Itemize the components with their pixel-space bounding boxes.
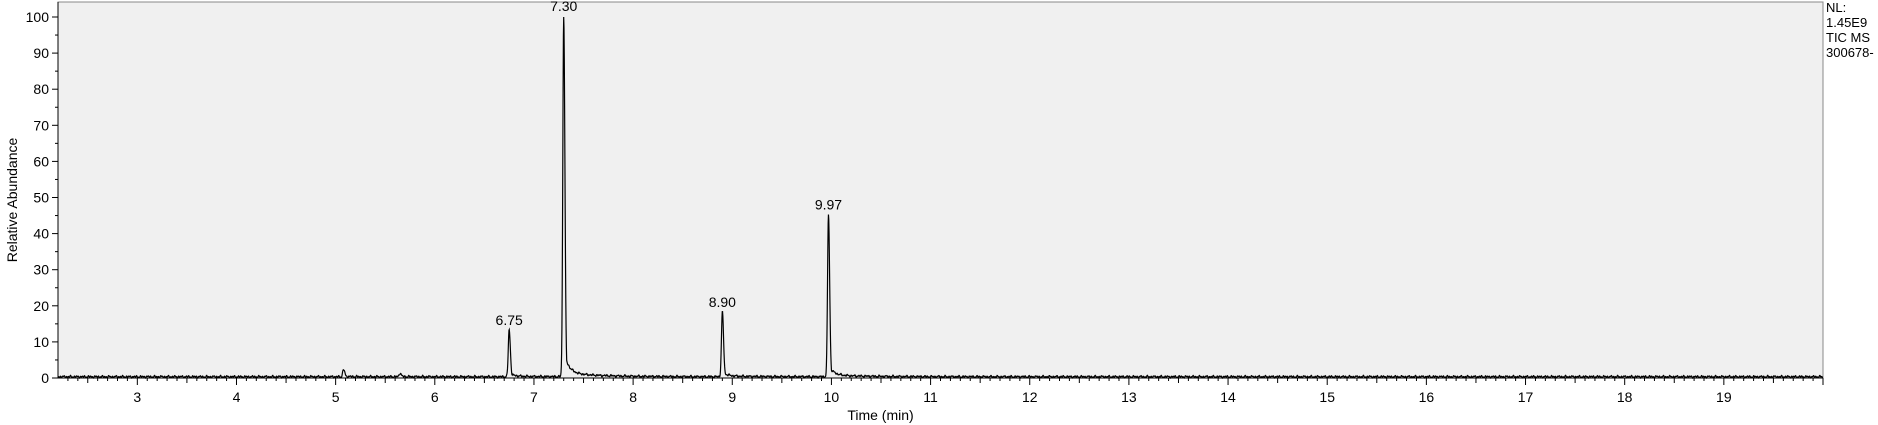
x-tick-label: 9 — [728, 389, 736, 405]
y-tick-label: 20 — [33, 298, 49, 314]
y-tick-label: 30 — [33, 262, 49, 278]
plot-area — [57, 1, 1824, 379]
x-tick-label: 18 — [1617, 389, 1633, 405]
y-tick-label: 100 — [26, 9, 50, 25]
y-axis: 0 10 20 30 40 50 60 70 80 90 100 — [26, 2, 59, 386]
y-tick-label: 50 — [33, 190, 49, 206]
y-tick-label: 70 — [33, 117, 49, 133]
x-tick-label: 15 — [1319, 389, 1335, 405]
x-tick-label: 6 — [431, 389, 439, 405]
y-axis-title: Relative Abundance — [4, 138, 20, 263]
y-tick-label: 40 — [33, 226, 49, 242]
peak-labels: 6.75 7.30 8.90 9.97 — [496, 0, 843, 328]
peak-label: 9.97 — [815, 197, 842, 213]
y-tick-label: 60 — [33, 153, 49, 169]
x-tick-label: 13 — [1121, 389, 1137, 405]
peak-label: 7.30 — [550, 0, 577, 14]
y-tick-label: 10 — [33, 334, 49, 350]
x-axis: 3 4 5 6 7 8 9 10 11 12 13 14 15 16 17 18 19 — [58, 377, 1824, 405]
x-tick-label: 5 — [332, 389, 340, 405]
x-tick-label: 4 — [233, 389, 241, 405]
x-tick-label: 11 — [923, 389, 938, 405]
nl-label: NL: — [1826, 0, 1847, 15]
x-tick-label: 19 — [1716, 389, 1732, 405]
x-axis-title: Time (min) — [847, 407, 913, 423]
scan-type: TIC MS — [1826, 30, 1871, 45]
y-tick-label: 90 — [33, 45, 49, 61]
x-tick-label: 14 — [1220, 389, 1236, 405]
x-tick-label: 3 — [133, 389, 141, 405]
file-id: 300678- — [1826, 45, 1874, 60]
x-tick-label: 12 — [1022, 389, 1038, 405]
tic-trace-line — [57, 16, 1824, 380]
x-tick-label: 7 — [530, 389, 538, 405]
x-tick-label: 10 — [824, 389, 840, 405]
x-tick-label: 17 — [1518, 389, 1534, 405]
y-tick-label: 0 — [41, 370, 49, 386]
peak-label: 6.75 — [496, 312, 523, 328]
nl-value: 1.45E9 — [1826, 15, 1868, 30]
x-tick-label: 16 — [1419, 389, 1435, 405]
info-panel: NL: 1.45E9 TIC MS 300678- — [1826, 0, 1874, 60]
x-tick-label: 8 — [629, 389, 637, 405]
peak-label: 8.90 — [709, 294, 736, 310]
y-tick-label: 80 — [33, 81, 49, 97]
